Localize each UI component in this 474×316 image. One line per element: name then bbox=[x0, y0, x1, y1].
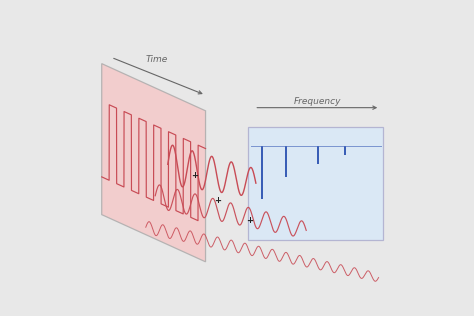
Polygon shape bbox=[248, 126, 383, 240]
Text: +: + bbox=[246, 216, 253, 225]
Text: +: + bbox=[215, 196, 222, 205]
Polygon shape bbox=[102, 64, 206, 262]
Text: +: + bbox=[191, 171, 198, 180]
Text: Frequency: Frequency bbox=[293, 97, 341, 106]
Text: Time: Time bbox=[146, 55, 168, 64]
